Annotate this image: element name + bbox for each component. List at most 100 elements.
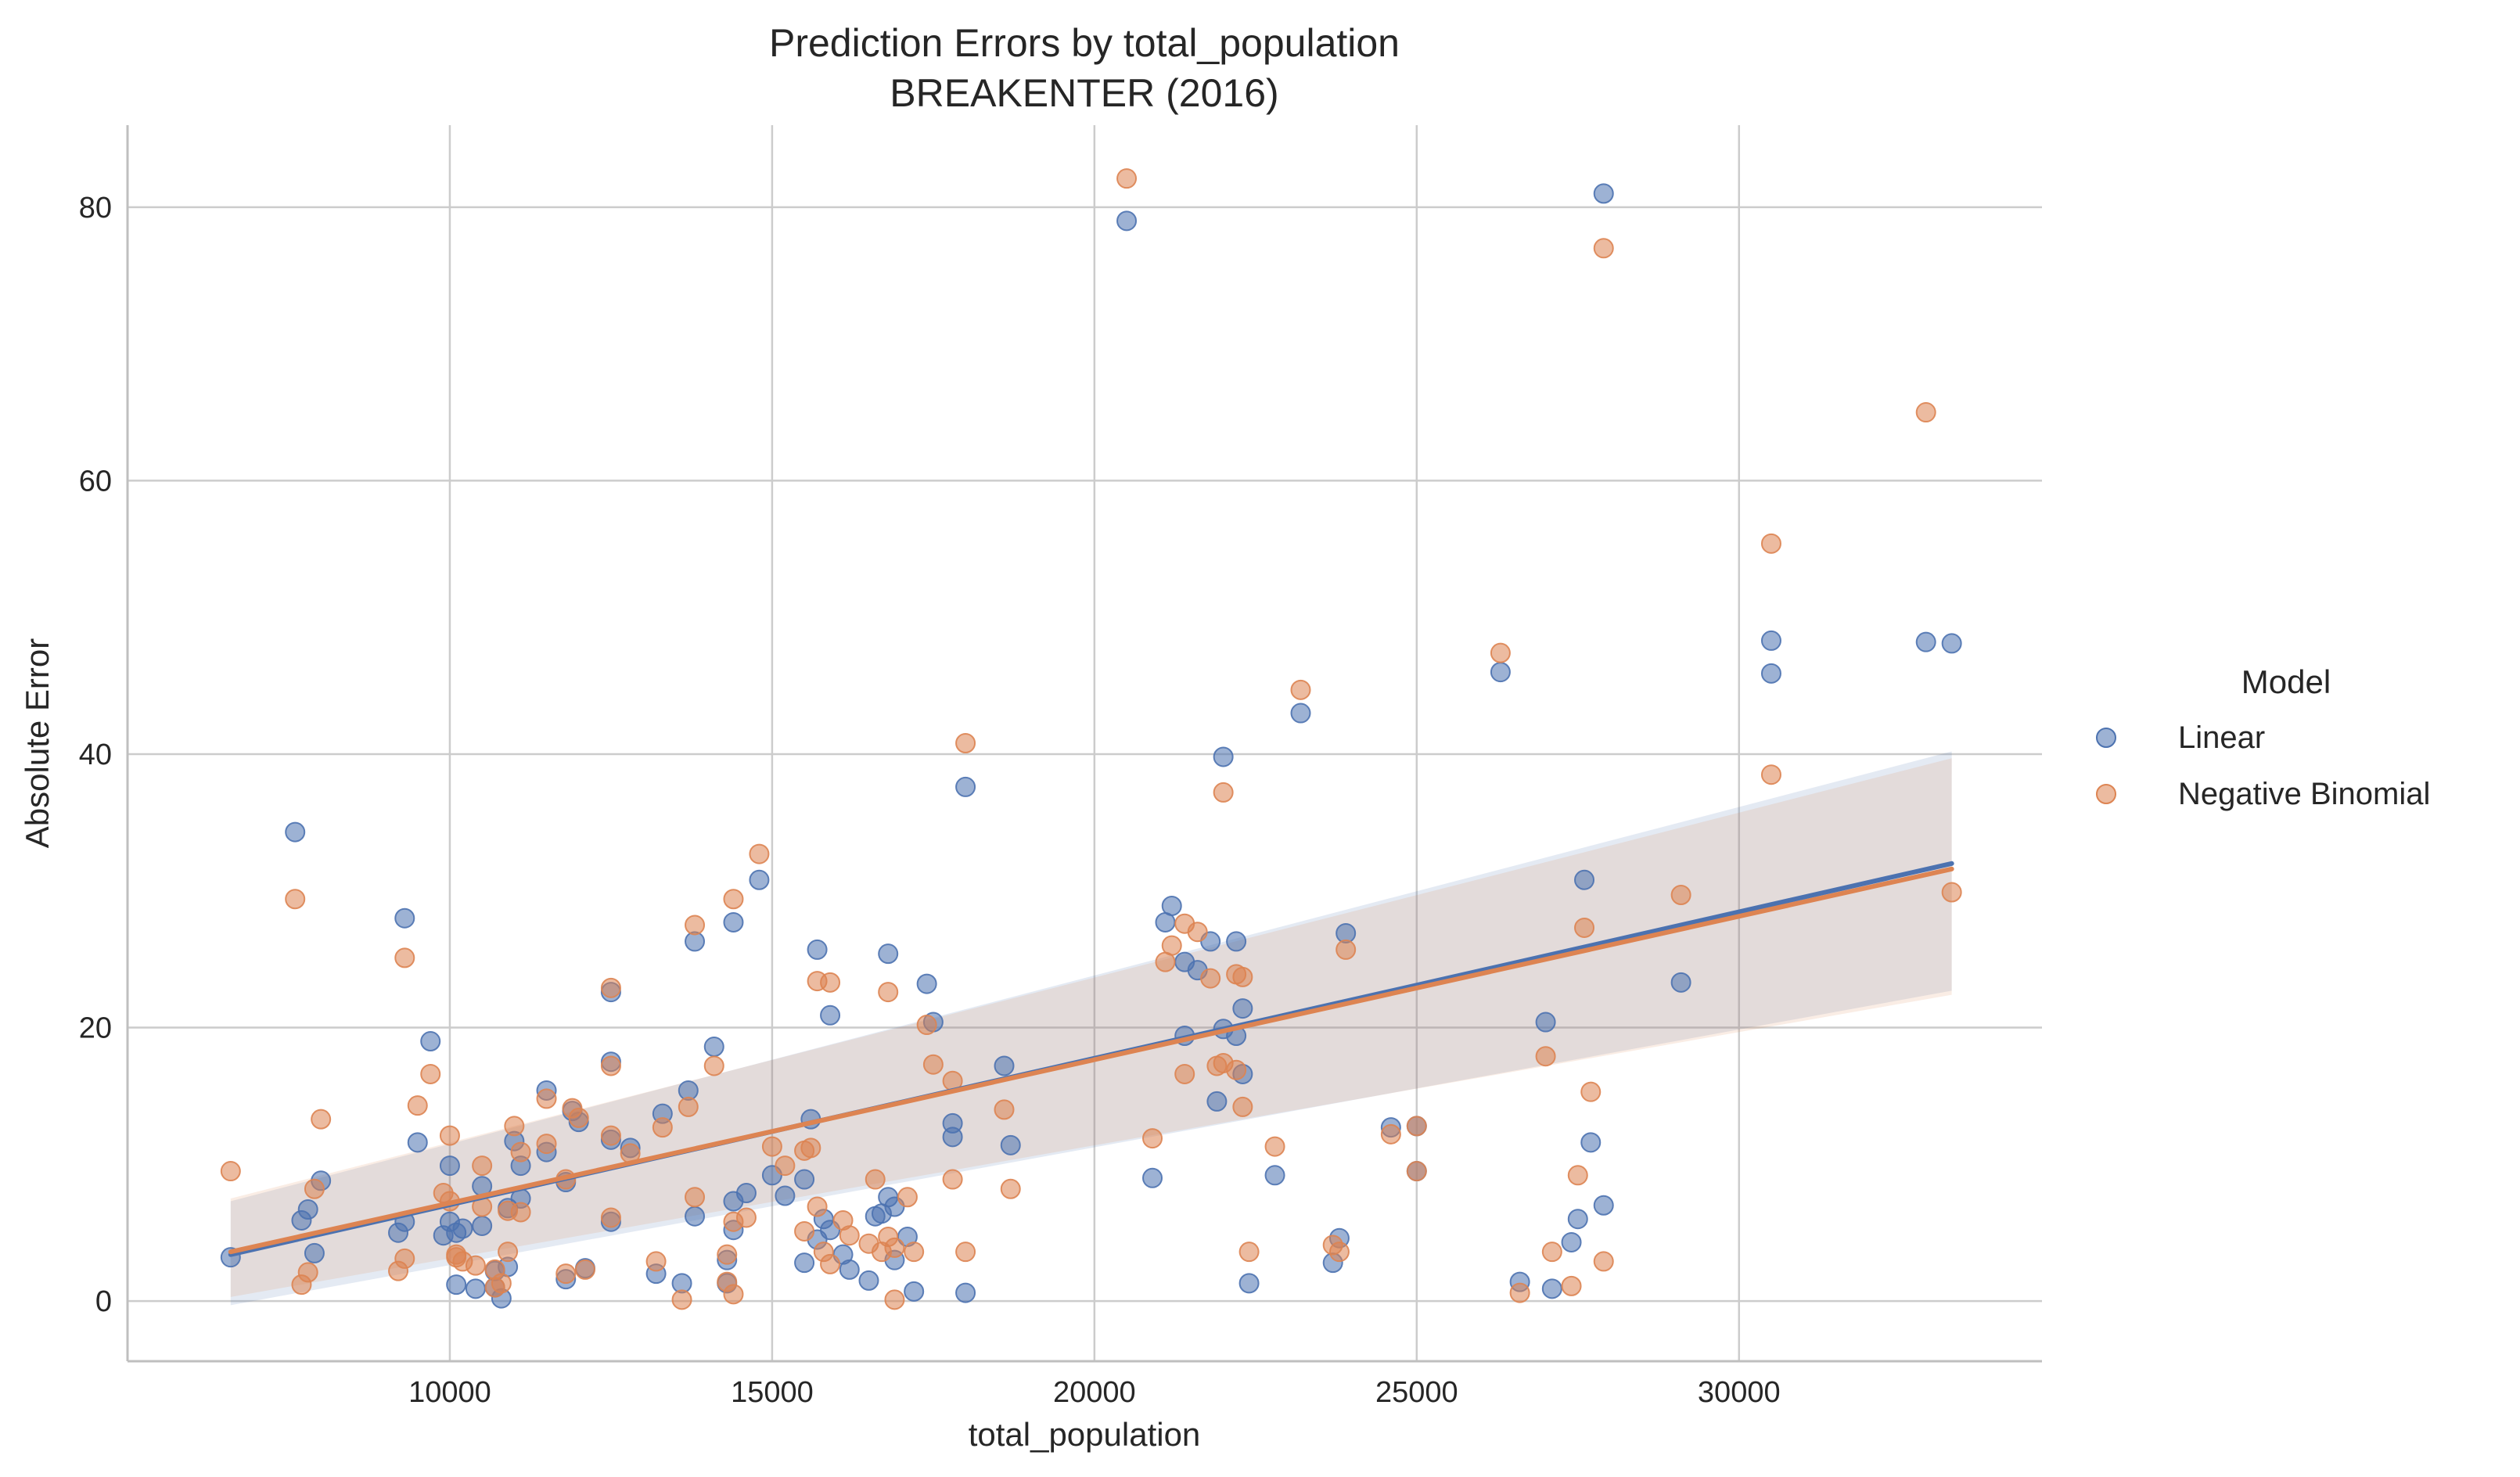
- point-negative-binomial: [1232, 1096, 1253, 1117]
- point-linear: [1290, 703, 1311, 724]
- point-linear: [1161, 895, 1182, 916]
- point-negative-binomial: [1593, 1251, 1614, 1272]
- point-negative-binomial: [820, 972, 841, 993]
- point-negative-binomial: [884, 1289, 905, 1310]
- point-linear: [994, 1055, 1015, 1076]
- point-negative-binomial: [1915, 402, 1936, 423]
- point-negative-binomial: [1142, 1128, 1163, 1149]
- point-linear: [446, 1274, 467, 1296]
- y-tick-labels: 0 20 40 60 80: [79, 192, 112, 1318]
- point-negative-binomial: [994, 1099, 1015, 1120]
- point-linear: [1541, 1278, 1562, 1299]
- point-negative-binomial: [536, 1134, 557, 1155]
- point-negative-binomial: [717, 1244, 738, 1265]
- point-linear: [465, 1278, 486, 1299]
- point-negative-binomial: [1213, 782, 1234, 803]
- point-linear: [955, 1282, 976, 1303]
- point-negative-binomial: [510, 1202, 531, 1223]
- point-negative-binomial: [1567, 1165, 1588, 1186]
- point-negative-binomial: [568, 1107, 589, 1128]
- point-negative-binomial: [904, 1242, 925, 1263]
- point-negative-binomial: [878, 982, 899, 1003]
- confidence-band-0: [230, 751, 1952, 1306]
- point-negative-binomial: [600, 1125, 621, 1146]
- point-negative-binomial: [439, 1125, 460, 1146]
- point-negative-binomial: [703, 1055, 724, 1076]
- point-linear: [1535, 1012, 1556, 1033]
- point-negative-binomial: [1574, 917, 1595, 938]
- point-linear: [916, 973, 937, 994]
- point-linear: [1142, 1167, 1163, 1188]
- point-negative-binomial: [1290, 679, 1311, 700]
- point-negative-binomial: [1580, 1081, 1602, 1102]
- point-negative-binomial: [678, 1096, 699, 1117]
- point-negative-binomial: [574, 1259, 595, 1280]
- point-negative-binomial: [761, 1136, 782, 1157]
- point-linear: [807, 939, 828, 960]
- regression-line-1: [228, 866, 1954, 1255]
- x-tick-label: 20000: [1053, 1376, 1136, 1409]
- point-linear: [285, 821, 306, 843]
- point-negative-binomial: [1000, 1178, 1021, 1199]
- point-negative-binomial: [1593, 238, 1614, 259]
- point-linear: [1760, 663, 1781, 684]
- legend-title: Model: [2241, 663, 2331, 700]
- point-negative-binomial: [1941, 882, 1962, 903]
- point-negative-binomial: [1226, 1059, 1247, 1080]
- point-negative-binomial: [498, 1242, 519, 1263]
- point-negative-binomial: [685, 915, 706, 936]
- point-negative-binomial: [922, 1054, 944, 1075]
- point-linear: [858, 1270, 879, 1291]
- point-negative-binomial: [304, 1178, 325, 1199]
- point-negative-binomial: [645, 1251, 667, 1272]
- point-linear: [878, 943, 899, 965]
- point-negative-binomial: [1232, 966, 1253, 987]
- point-linear: [297, 1198, 318, 1220]
- point-negative-binomial: [285, 889, 306, 910]
- point-negative-binomial: [1509, 1282, 1530, 1303]
- point-linear: [1567, 1209, 1588, 1230]
- point-negative-binomial: [1328, 1242, 1350, 1263]
- y-tick-label: 60: [79, 465, 112, 498]
- legend-marker-linear: [2096, 728, 2116, 748]
- point-negative-binomial: [297, 1262, 318, 1283]
- point-linear: [735, 1183, 757, 1204]
- point-negative-binomial: [465, 1255, 486, 1276]
- point-negative-binomial: [491, 1273, 512, 1294]
- point-negative-binomial: [394, 947, 415, 968]
- legend: Model Linear Negative Binomial: [2096, 663, 2430, 811]
- scatter-points: [220, 168, 1962, 1310]
- point-negative-binomial: [407, 1095, 428, 1116]
- confidence-bands: [230, 751, 1952, 1306]
- y-tick-label: 80: [79, 192, 112, 225]
- legend-label-linear: Linear: [2178, 721, 2265, 755]
- point-linear: [1915, 631, 1936, 652]
- point-negative-binomial: [1490, 642, 1511, 663]
- point-negative-binomial: [1535, 1046, 1556, 1067]
- point-negative-binomial: [1200, 968, 1221, 989]
- point-linear: [1574, 869, 1595, 890]
- point-linear: [955, 776, 976, 797]
- point-linear: [1593, 1195, 1614, 1216]
- point-negative-binomial: [536, 1088, 557, 1109]
- x-tick-label: 30000: [1698, 1376, 1781, 1409]
- grid: [128, 125, 2042, 1361]
- point-linear: [1116, 210, 1138, 232]
- point-linear: [775, 1185, 796, 1206]
- point-negative-binomial: [794, 1220, 815, 1242]
- point-negative-binomial: [510, 1141, 531, 1163]
- legend-label-negative-binomial: Negative Binomial: [2178, 777, 2430, 811]
- point-linear: [394, 907, 415, 929]
- y-axis-label: Absolute Error: [19, 638, 56, 848]
- point-linear: [420, 1031, 441, 1052]
- point-linear: [439, 1155, 460, 1177]
- point-linear: [749, 869, 770, 890]
- point-linear: [942, 1112, 963, 1134]
- point-negative-binomial: [600, 1055, 621, 1076]
- y-tick-label: 40: [79, 738, 112, 771]
- point-negative-binomial: [723, 889, 744, 910]
- point-linear: [1760, 630, 1781, 651]
- point-negative-binomial: [723, 1284, 744, 1305]
- point-negative-binomial: [1264, 1136, 1285, 1157]
- point-linear: [839, 1259, 860, 1280]
